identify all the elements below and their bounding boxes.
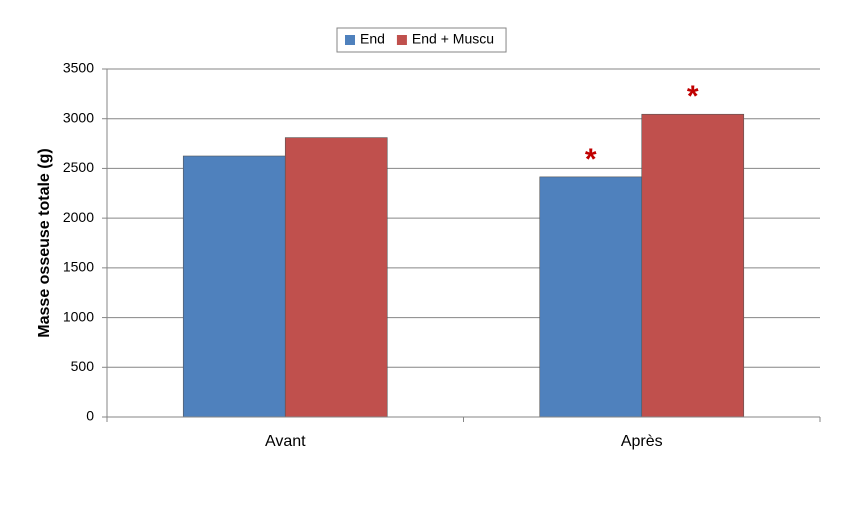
bar — [182, 155, 286, 418]
y-tick-label: 0 — [86, 408, 94, 424]
bar — [284, 137, 388, 418]
legend-box — [336, 27, 507, 53]
bar — [539, 176, 643, 418]
x-tick-label: Après — [621, 433, 663, 450]
legend-label: End — [360, 31, 385, 47]
legend-swatch — [396, 35, 407, 45]
legend-swatch — [345, 35, 355, 45]
significance-marker: * — [585, 143, 597, 176]
y-tick-label: 2500 — [63, 159, 94, 175]
x-tick-label: Avant — [265, 433, 306, 450]
y-tick-label: 3000 — [63, 109, 94, 125]
y-tick-label: 3500 — [63, 60, 94, 76]
legend-label: End + Muscu — [412, 31, 494, 47]
y-axis-label: Masse osseuse totale (g) — [36, 148, 53, 337]
y-tick-label: 1000 — [63, 308, 94, 324]
y-tick-label: 500 — [71, 358, 95, 374]
y-tick-label: 1500 — [63, 259, 94, 275]
bar — [641, 113, 745, 418]
significance-marker: * — [687, 80, 699, 113]
y-tick-label: 2000 — [63, 209, 94, 225]
